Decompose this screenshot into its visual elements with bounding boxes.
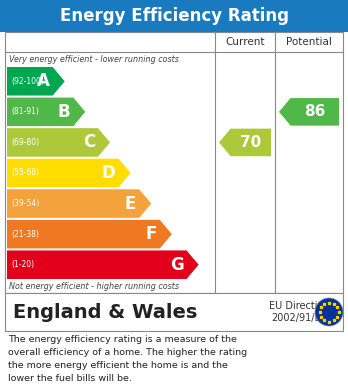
Polygon shape: [7, 250, 199, 279]
Text: (21-38): (21-38): [11, 230, 39, 239]
Polygon shape: [7, 98, 85, 126]
Text: (39-54): (39-54): [11, 199, 39, 208]
Text: 86: 86: [304, 104, 325, 119]
Polygon shape: [7, 128, 110, 157]
Polygon shape: [219, 129, 271, 156]
Text: Very energy efficient - lower running costs: Very energy efficient - lower running co…: [9, 54, 179, 63]
Polygon shape: [7, 220, 172, 248]
Text: B: B: [58, 103, 70, 121]
Bar: [5, 293, 343, 331]
Text: overall efficiency of a home. The higher the rating: overall efficiency of a home. The higher…: [8, 348, 247, 357]
Text: E: E: [125, 195, 136, 213]
Polygon shape: [7, 189, 151, 218]
Text: England & Wales: England & Wales: [13, 303, 197, 321]
Polygon shape: [7, 159, 130, 187]
Polygon shape: [7, 67, 65, 95]
Text: (92-100): (92-100): [11, 77, 44, 86]
Text: (69-80): (69-80): [11, 138, 39, 147]
Text: the more energy efficient the home is and the: the more energy efficient the home is an…: [8, 361, 228, 370]
Polygon shape: [279, 98, 339, 126]
Text: A: A: [37, 72, 50, 90]
Text: C: C: [83, 133, 95, 151]
Text: Potential: Potential: [286, 37, 332, 47]
Text: (1-20): (1-20): [11, 260, 34, 269]
Text: lower the fuel bills will be.: lower the fuel bills will be.: [8, 374, 132, 383]
Text: F: F: [145, 225, 157, 243]
Text: (81-91): (81-91): [11, 108, 39, 117]
Text: (55-68): (55-68): [11, 169, 39, 178]
Text: Current: Current: [225, 37, 265, 47]
Circle shape: [315, 298, 343, 326]
Text: G: G: [170, 256, 184, 274]
Text: The energy efficiency rating is a measure of the: The energy efficiency rating is a measur…: [8, 335, 237, 344]
Text: 70: 70: [240, 135, 261, 150]
Text: EU Directive: EU Directive: [269, 301, 329, 311]
Bar: [0, 0, 348, 32]
Text: D: D: [102, 164, 116, 182]
Text: Not energy efficient - higher running costs: Not energy efficient - higher running co…: [9, 282, 179, 291]
Text: Energy Efficiency Rating: Energy Efficiency Rating: [60, 7, 288, 25]
Text: 2002/91/EC: 2002/91/EC: [271, 313, 327, 323]
Bar: [5, 32, 343, 293]
